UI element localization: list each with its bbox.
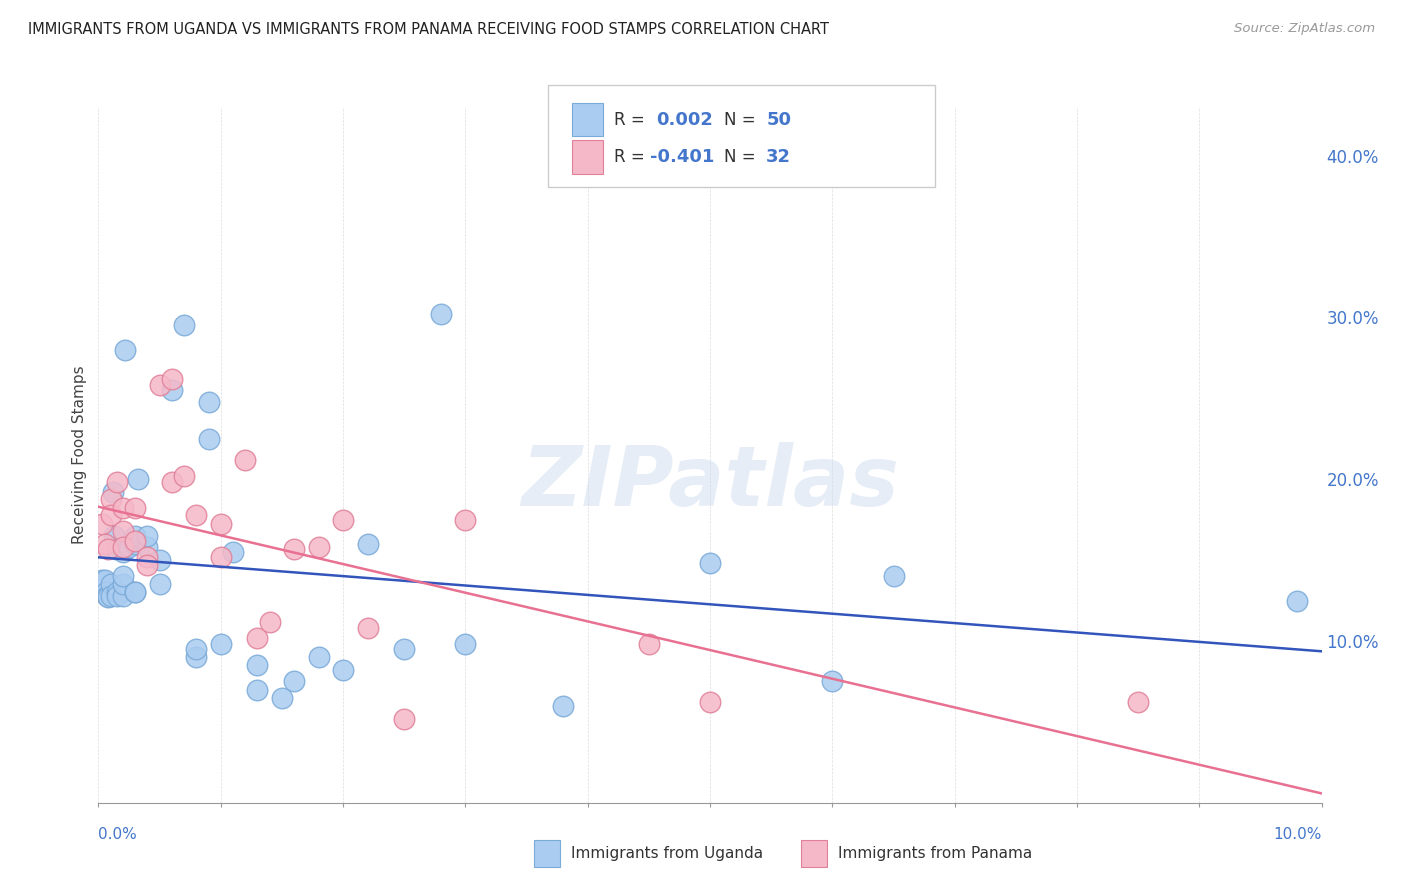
Point [173, 318, 195, 333]
Point [124, 533, 146, 548]
Point [186, 642, 208, 657]
Point [111, 589, 134, 603]
Point [356, 621, 378, 635]
Point [1128, 696, 1150, 710]
Point [97, 591, 120, 605]
Point [100, 577, 122, 591]
Point [111, 577, 134, 591]
Point [1286, 593, 1309, 607]
Point [104, 541, 127, 556]
Text: -0.401: -0.401 [650, 148, 714, 166]
Point [209, 549, 232, 564]
Point [430, 307, 453, 321]
Point [149, 577, 172, 591]
Point [553, 698, 575, 713]
Point [883, 569, 905, 583]
Point [93, 537, 115, 551]
Point [454, 513, 477, 527]
Point [246, 658, 269, 673]
Point [699, 557, 721, 571]
Point [283, 541, 305, 556]
Point [160, 372, 183, 386]
Point [283, 674, 305, 689]
Point [173, 469, 195, 483]
Point [105, 585, 128, 599]
Point [821, 674, 844, 689]
Point [149, 553, 172, 567]
Point [454, 637, 477, 651]
Point [105, 475, 128, 490]
Point [111, 545, 134, 559]
Text: 0.0%: 0.0% [98, 827, 138, 841]
Point [94, 585, 117, 599]
Point [124, 585, 146, 599]
Text: 50: 50 [766, 111, 792, 128]
Point [100, 508, 122, 522]
Point [103, 529, 125, 543]
Point [356, 537, 378, 551]
Point [91, 517, 114, 532]
Text: ZIPatlas: ZIPatlas [522, 442, 898, 524]
Point [111, 524, 134, 538]
Point [111, 569, 134, 583]
Text: 10.0%: 10.0% [1274, 827, 1322, 841]
Point [91, 573, 114, 587]
Point [149, 378, 172, 392]
Point [308, 650, 330, 665]
Point [233, 452, 256, 467]
Point [209, 517, 232, 532]
Point [209, 637, 232, 651]
Text: 0.002: 0.002 [657, 111, 713, 128]
Point [699, 696, 721, 710]
Text: Source: ZipAtlas.com: Source: ZipAtlas.com [1234, 22, 1375, 36]
Point [270, 690, 292, 705]
Point [114, 343, 136, 357]
Point [111, 540, 134, 554]
Point [259, 615, 281, 629]
Point [332, 513, 354, 527]
Point [136, 529, 159, 543]
Point [100, 589, 122, 603]
Text: 32: 32 [766, 148, 792, 166]
Point [124, 585, 146, 599]
Point [186, 650, 208, 665]
Point [160, 475, 183, 490]
Point [111, 501, 134, 516]
Text: R =: R = [614, 111, 651, 128]
Point [93, 573, 115, 587]
Point [392, 712, 416, 726]
Point [136, 549, 159, 564]
Point [127, 472, 149, 486]
Point [197, 394, 219, 409]
Text: IMMIGRANTS FROM UGANDA VS IMMIGRANTS FROM PANAMA RECEIVING FOOD STAMPS CORRELATI: IMMIGRANTS FROM UGANDA VS IMMIGRANTS FRO… [28, 22, 830, 37]
Point [96, 589, 118, 603]
Text: Immigrants from Uganda: Immigrants from Uganda [571, 847, 763, 861]
Y-axis label: Receiving Food Stamps: Receiving Food Stamps [72, 366, 87, 544]
Point [105, 589, 128, 603]
Point [308, 540, 330, 554]
Point [118, 540, 141, 554]
Point [124, 501, 146, 516]
Point [197, 432, 219, 446]
Point [160, 383, 183, 397]
Point [246, 631, 269, 645]
Point [246, 682, 269, 697]
Point [637, 637, 661, 651]
Point [100, 491, 122, 506]
Point [124, 537, 146, 551]
Point [124, 529, 146, 543]
Text: Immigrants from Panama: Immigrants from Panama [838, 847, 1032, 861]
Text: N =: N = [724, 111, 761, 128]
Point [136, 540, 159, 554]
Text: N =: N = [724, 148, 761, 166]
Point [186, 508, 208, 522]
Point [136, 558, 159, 572]
Point [222, 545, 245, 559]
Point [97, 541, 120, 556]
Point [392, 642, 416, 657]
Point [332, 663, 354, 677]
Text: R =: R = [614, 148, 651, 166]
Point [101, 485, 124, 500]
